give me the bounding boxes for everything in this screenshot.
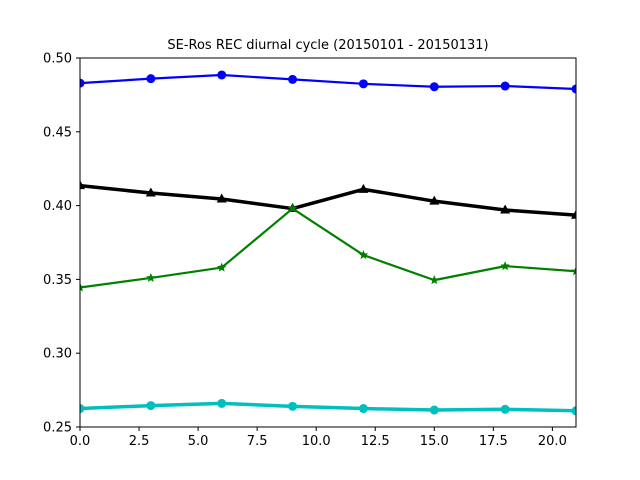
data-point: [429, 195, 440, 205]
data-point: [146, 401, 156, 411]
y-tick-label: 0.35: [43, 273, 72, 288]
data-point: [80, 282, 85, 292]
data-point: [145, 187, 156, 197]
x-tick-label: 0.0: [70, 434, 91, 449]
series-line: [80, 73, 576, 91]
y-tick-label: 0.30: [43, 347, 72, 362]
plot-frame: [79, 57, 577, 428]
data-point: [571, 406, 576, 416]
data-point: [358, 183, 369, 193]
data-point: [80, 180, 85, 190]
x-tick-label: 7.5: [247, 434, 268, 449]
data-point: [500, 81, 510, 91]
data-point: [288, 401, 298, 411]
data-point: [216, 262, 227, 272]
y-axis: 0.25 0.30 0.35 0.40 0.45 0.50: [43, 52, 80, 436]
data-point: [571, 209, 576, 219]
y-tick-label: 0.40: [43, 199, 72, 214]
data-point: [358, 404, 368, 414]
data-point: [358, 250, 369, 260]
series-4: [80, 398, 576, 416]
data-point: [146, 74, 156, 84]
series-3: [80, 203, 576, 292]
data-point: [217, 70, 227, 80]
series-line: [80, 207, 576, 289]
y-tick-label: 0.25: [43, 421, 72, 436]
x-tick-label: 12.5: [361, 434, 390, 449]
data-point: [80, 404, 85, 414]
data-point: [146, 272, 156, 282]
y-tick-label: 0.45: [43, 125, 72, 140]
data-point: [216, 193, 227, 203]
data-point: [571, 266, 576, 276]
data-point: [429, 82, 439, 92]
data-point: [80, 78, 85, 88]
data-point: [500, 404, 510, 414]
series-1: [80, 70, 576, 94]
series-line: [80, 183, 576, 217]
data-point: [500, 261, 510, 271]
series-line: [80, 401, 576, 413]
data-point: [358, 79, 368, 89]
data-point: [287, 203, 298, 213]
plot-area: [80, 70, 576, 416]
data-point: [217, 398, 227, 408]
x-tick-label: 10.0: [302, 434, 331, 449]
x-tick-label: 2.5: [129, 434, 150, 449]
data-point: [500, 204, 511, 214]
y-tick-label: 0.50: [43, 52, 72, 67]
x-tick-label: 5.0: [188, 434, 209, 449]
x-tick-label: 17.5: [479, 434, 508, 449]
x-tick-label: 20.0: [538, 434, 567, 449]
data-point: [571, 84, 576, 94]
data-point: [429, 405, 439, 415]
x-axis: 0.0 2.5 5.0 7.5 10.0 12.5 15.0 17.5 20.0: [70, 427, 567, 449]
data-point: [288, 74, 298, 84]
chart-title: SE-Ros REC diurnal cycle (20150101 - 201…: [167, 38, 488, 53]
x-tick-label: 15.0: [420, 434, 449, 449]
data-point: [429, 275, 440, 285]
